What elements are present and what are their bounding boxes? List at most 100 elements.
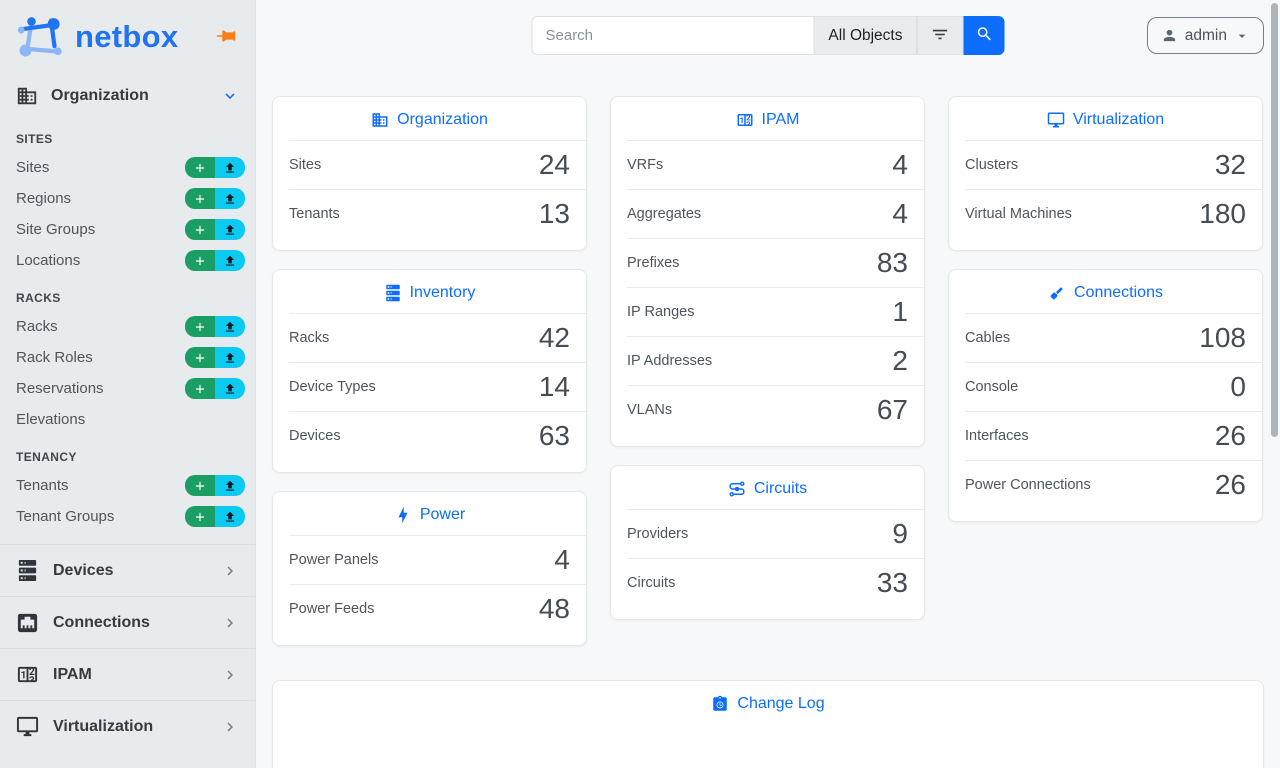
stat-value[interactable]: 32 (1214, 149, 1246, 180)
import-button[interactable] (215, 250, 245, 271)
sidebar-item-rack-roles[interactable]: Rack Roles (0, 342, 255, 373)
stat-value[interactable]: 4 (892, 198, 908, 229)
stat-label[interactable]: VLANs (627, 401, 673, 418)
stat-value[interactable]: 13 (538, 198, 570, 229)
stat-value[interactable]: 14 (538, 371, 570, 402)
add-button[interactable] (185, 347, 215, 368)
sidebar-group-ipam[interactable]: IPAM (0, 648, 255, 700)
card-power: Power Power Panels 4 Power Feeds 48 (272, 491, 587, 646)
stat-value[interactable]: 4 (554, 544, 570, 575)
topbar: All Objects admin (256, 0, 1280, 70)
card-title-link[interactable]: Connections (949, 270, 1262, 313)
import-button[interactable] (215, 378, 245, 399)
stat-value[interactable]: 0 (1230, 371, 1246, 402)
card-title-link[interactable]: Circuits (611, 466, 924, 509)
stat-row: Power Feeds 48 (273, 584, 586, 633)
search-input[interactable] (531, 16, 814, 55)
stat-label[interactable]: IP Ranges (627, 303, 695, 320)
stat-value[interactable]: 33 (876, 567, 908, 598)
add-button[interactable] (185, 157, 215, 178)
plus-icon (193, 320, 207, 334)
import-button[interactable] (215, 316, 245, 337)
stat-label[interactable]: Racks (289, 329, 330, 346)
add-button[interactable] (185, 250, 215, 271)
card-title-link[interactable]: Inventory (273, 270, 586, 313)
chevron-right-icon (221, 562, 239, 580)
sidebar-item-reservations[interactable]: Reservations (0, 373, 255, 404)
sidebar-group-devices[interactable]: Devices (0, 544, 255, 596)
stat-value[interactable]: 108 (1199, 322, 1246, 353)
import-button[interactable] (215, 219, 245, 240)
stat-label[interactable]: Prefixes (627, 254, 680, 271)
stat-label[interactable]: Device Types (289, 378, 376, 395)
stat-value[interactable]: 63 (538, 420, 570, 451)
add-button[interactable] (185, 378, 215, 399)
stat-value[interactable]: 42 (538, 322, 570, 353)
sidebar-item-sites[interactable]: Sites (0, 152, 255, 183)
sidebar-item-site-groups[interactable]: Site Groups (0, 214, 255, 245)
import-button[interactable] (215, 188, 245, 209)
user-menu-button[interactable]: admin (1146, 17, 1264, 54)
sidebar-group-virtualization[interactable]: Virtualization (0, 700, 255, 752)
pin-icon[interactable] (215, 25, 237, 47)
stat-label[interactable]: Power Feeds (289, 600, 375, 617)
sidebar-group-connections[interactable]: Connections (0, 596, 255, 648)
add-button[interactable] (185, 316, 215, 337)
stat-label[interactable]: Power Panels (289, 551, 379, 568)
stat-label[interactable]: Aggregates (627, 205, 702, 222)
stat-value[interactable]: 9 (892, 518, 908, 549)
stat-value[interactable]: 24 (538, 149, 570, 180)
netbox-logo[interactable]: netbox (14, 13, 178, 59)
stat-label[interactable]: VRFs (627, 156, 664, 173)
card-title-link[interactable]: Organization (273, 97, 586, 140)
server-icon (384, 284, 402, 302)
quick-actions (185, 316, 245, 337)
sidebar-item-racks[interactable]: Racks (0, 311, 255, 342)
stat-label[interactable]: Devices (289, 427, 341, 444)
card-title-link[interactable]: Virtualization (949, 97, 1262, 140)
add-button[interactable] (185, 219, 215, 240)
stat-value[interactable]: 4 (892, 149, 908, 180)
stat-value[interactable]: 67 (876, 394, 908, 425)
import-button[interactable] (215, 506, 245, 527)
stat-label[interactable]: Sites (289, 156, 322, 173)
import-button[interactable] (215, 347, 245, 368)
stat-label[interactable]: Clusters (965, 156, 1019, 173)
change-log-card: Change Log (272, 680, 1264, 768)
card-title-link[interactable]: Power (273, 492, 586, 535)
stat-value[interactable]: 2 (892, 345, 908, 376)
import-button[interactable] (215, 475, 245, 496)
sidebar-item-elevations[interactable]: Elevations (0, 404, 255, 435)
sidebar-item-locations[interactable]: Locations (0, 245, 255, 276)
scrollbar-thumb[interactable] (1271, 3, 1278, 437)
sidebar-item-tenant-groups[interactable]: Tenant Groups (0, 501, 255, 532)
stat-label[interactable]: Tenants (289, 205, 340, 222)
stat-value[interactable]: 180 (1199, 198, 1246, 229)
stat-label[interactable]: Console (965, 378, 1019, 395)
stat-label[interactable]: Circuits (627, 574, 676, 591)
stat-value[interactable]: 83 (876, 247, 908, 278)
add-button[interactable] (185, 475, 215, 496)
object-type-selector[interactable]: All Objects (813, 16, 917, 55)
sidebar-item-regions[interactable]: Regions (0, 183, 255, 214)
search-button[interactable] (963, 16, 1005, 55)
add-button[interactable] (185, 188, 215, 209)
stat-label[interactable]: Virtual Machines (965, 205, 1072, 222)
stat-value[interactable]: 26 (1214, 469, 1246, 500)
stat-label[interactable]: Interfaces (965, 427, 1029, 444)
stat-label[interactable]: Power Connections (965, 476, 1091, 493)
stat-value[interactable]: 1 (892, 296, 908, 327)
stat-value[interactable]: 26 (1214, 420, 1246, 451)
change-log-link[interactable]: Change Log (273, 681, 1263, 724)
add-button[interactable] (185, 506, 215, 527)
stat-label[interactable]: IP Addresses (627, 352, 713, 369)
sidebar-group-organization[interactable]: Organization (0, 75, 255, 117)
import-button[interactable] (215, 157, 245, 178)
stat-value[interactable]: 48 (538, 593, 570, 624)
stat-label[interactable]: Cables (965, 329, 1011, 346)
filter-button[interactable] (916, 16, 964, 55)
sidebar-item-tenants[interactable]: Tenants (0, 470, 255, 501)
upload-icon (223, 479, 237, 493)
card-title-link[interactable]: IPAM (611, 97, 924, 140)
stat-label[interactable]: Providers (627, 525, 689, 542)
